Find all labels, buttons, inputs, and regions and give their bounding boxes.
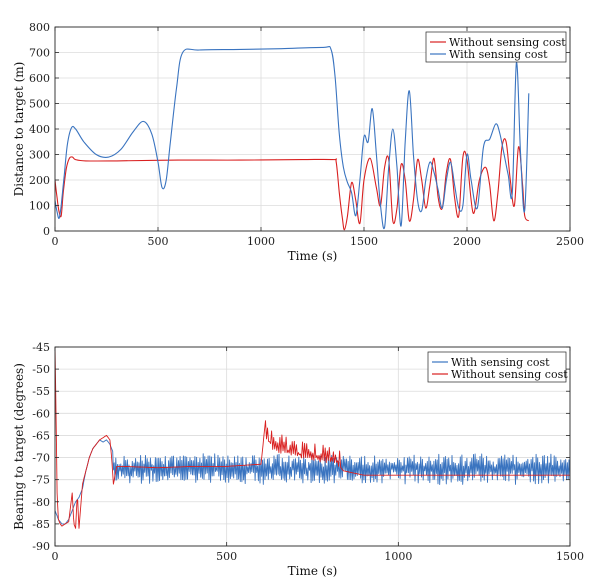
y-tick-label: -50 xyxy=(32,363,50,376)
x-tick-label: 2000 xyxy=(453,235,481,248)
y-tick-label: 300 xyxy=(29,149,50,162)
x-tick-label: 1000 xyxy=(384,550,412,563)
y-tick-label: -55 xyxy=(32,385,50,398)
y-tick-label: -80 xyxy=(32,496,50,509)
legend-entry: Without sensing cost xyxy=(449,36,566,49)
series-group xyxy=(55,347,570,529)
y-tick-label: 800 xyxy=(29,21,50,34)
y-tick-label: 600 xyxy=(29,72,50,85)
y-tick-label: -60 xyxy=(32,407,50,420)
series-line-red xyxy=(55,138,530,231)
x-axis-label: Time (s) xyxy=(288,564,338,578)
y-tick-label: 400 xyxy=(29,123,50,136)
x-tick-label: 500 xyxy=(216,550,237,563)
x-tick-label: 2500 xyxy=(556,235,584,248)
legend-box xyxy=(427,351,567,383)
y-tick-label: 0 xyxy=(43,225,50,238)
y-tick-label: -90 xyxy=(32,540,50,553)
y-tick-label: -85 xyxy=(32,518,50,531)
y-tick-label: -70 xyxy=(32,452,50,465)
series-line-blue xyxy=(55,45,530,230)
y-axis-label: Bearing to target (degrees) xyxy=(12,363,26,530)
chart-1: 0 500 1000 1500 2000 2500 0 100 200 300 400 500 600 7… xyxy=(12,21,584,263)
x-tick-label: 500 xyxy=(148,235,169,248)
y-tick-label: -75 xyxy=(32,474,50,487)
series-line-blue xyxy=(55,439,570,525)
legend-entry: With sensing cost xyxy=(451,356,550,369)
x-tick-label: 0 xyxy=(52,235,59,248)
legend-entry: Without sensing cost xyxy=(451,368,568,381)
y-tick-label: 500 xyxy=(29,98,50,111)
axes-frame xyxy=(54,346,571,547)
y-tick-label: -45 xyxy=(32,341,50,354)
legend-box xyxy=(425,31,567,63)
y-tick-label: -65 xyxy=(32,429,50,442)
x-tick-label: 1500 xyxy=(556,550,584,563)
y-tick-label: 700 xyxy=(29,47,50,60)
x-tick-label: 1000 xyxy=(247,235,275,248)
legend-entry: With sensing cost xyxy=(449,48,548,61)
x-tick-label: 0 xyxy=(52,550,59,563)
chart-2: 0 500 1000 1500 -45 -50 -55 -60 -65 -70 -75 -80 -85 -… xyxy=(12,341,584,578)
x-tick-label: 1500 xyxy=(350,235,378,248)
y-tick-label: 100 xyxy=(29,200,50,213)
series-line-red xyxy=(55,347,570,529)
y-axis-label: Distance to target (m) xyxy=(12,62,26,197)
y-tick-label: 200 xyxy=(29,174,50,187)
x-axis-label: Time (s) xyxy=(288,249,338,263)
series-group xyxy=(55,45,530,231)
